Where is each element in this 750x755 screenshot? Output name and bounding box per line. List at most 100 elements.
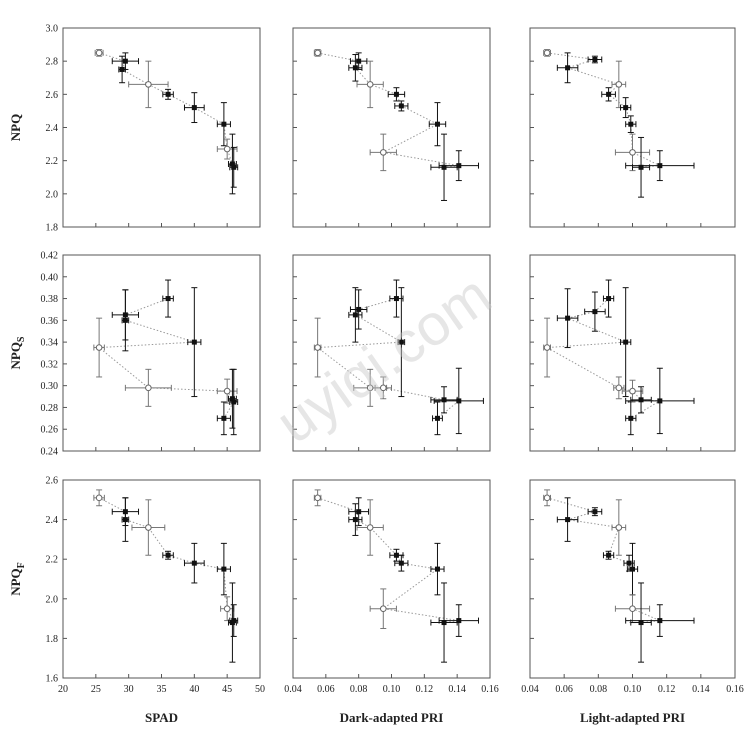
data-point (183, 542, 205, 584)
data-point (620, 287, 632, 398)
panel-r2-c0: 1.6 1.8 2.0 2.2 2.4 2.6 20 25 30 35 40 45 50 (46, 476, 266, 696)
data-point (430, 386, 458, 414)
marker-filled (434, 566, 440, 572)
data-point (229, 146, 239, 188)
marker-filled (352, 312, 358, 318)
data-point (93, 489, 105, 507)
marker-open (379, 149, 387, 156)
data-point (602, 279, 615, 318)
marker-filled (657, 618, 663, 624)
y-tick-label: 0.34 (41, 338, 59, 349)
y-axis-title-main: NPQ (8, 342, 23, 369)
y-tick-label: 2.0 (46, 594, 59, 605)
marker-open (95, 494, 103, 502)
data-point (620, 97, 632, 119)
panel-r1-c2 (529, 254, 736, 452)
x-tick-label: 0.10 (624, 684, 642, 695)
data-point (389, 279, 404, 318)
x-tick-label: 0.16 (726, 684, 744, 695)
trend-line (316, 298, 461, 419)
y-tick-label: 2.4 (46, 123, 59, 134)
marker-open (95, 49, 103, 57)
marker-filled (626, 560, 632, 566)
data-point (397, 287, 406, 398)
marker-filled (165, 552, 171, 558)
y-axis-title-subscript: F (16, 562, 27, 568)
marker-open (145, 81, 152, 88)
marker-open (366, 384, 374, 392)
y-tick-label: 2.0 (46, 189, 59, 200)
data-point (394, 554, 409, 572)
data-point (162, 88, 174, 100)
x-tick-label: 0.14 (692, 684, 710, 695)
marker-filled (623, 339, 629, 345)
marker-filled (434, 415, 440, 421)
data-point (613, 376, 625, 400)
marker-filled (606, 552, 612, 558)
y-tick-label: 1.8 (46, 634, 59, 645)
x-tick-label: 50 (255, 684, 265, 695)
data-point (625, 115, 637, 133)
data-point (556, 288, 579, 349)
panel-r2-c1: 0.04 0.06 0.08 0.10 0.12 0.14 0.16 (284, 479, 499, 695)
data-point (433, 367, 484, 435)
data-point (432, 401, 443, 436)
x-tick-label: 0.12 (416, 684, 434, 695)
marker-filled (229, 161, 235, 167)
x-tick-label: 0.04 (521, 684, 539, 695)
x-tick-label: 40 (189, 684, 199, 695)
marker-filled (657, 163, 663, 169)
marker-filled (638, 397, 644, 403)
marker-open (314, 494, 321, 502)
y-axis-title: NPQ (8, 114, 23, 141)
marker-filled (221, 566, 227, 572)
plot-frame (62, 479, 261, 679)
x-tick-label: 0.08 (590, 684, 608, 695)
marker-filled (434, 121, 440, 127)
x-tick-label: 25 (91, 684, 101, 695)
x-tick-label: 0.04 (284, 684, 302, 695)
marker-filled (606, 296, 612, 302)
data-point (430, 542, 445, 596)
marker-open (223, 145, 231, 153)
panel-r1-c0: 0.24 0.26 0.28 0.30 0.32 0.34 0.36 0.38 0.40 0.42 (41, 251, 261, 458)
panel-r0-c1 (292, 27, 491, 228)
marker-open (223, 387, 231, 395)
marker-filled (606, 91, 612, 97)
data-point (313, 489, 322, 507)
marker-filled (628, 121, 634, 127)
data-point (611, 60, 627, 109)
data-point (348, 54, 363, 82)
x-tick-label: 0.06 (555, 684, 573, 695)
data-point (543, 489, 551, 507)
plot-frame (292, 27, 491, 228)
marker-open (543, 494, 551, 502)
data-point (394, 100, 409, 112)
data-point (216, 401, 231, 436)
data-point (229, 604, 239, 637)
data-point (348, 497, 370, 527)
marker-filled (352, 517, 358, 523)
data-point (632, 136, 651, 198)
data-point (601, 87, 616, 102)
marker-filled (592, 509, 598, 515)
y-tick-label: 0.26 (41, 425, 59, 436)
marker-open (379, 605, 387, 613)
marker-filled (398, 339, 404, 345)
data-point (602, 550, 615, 560)
data-point (313, 317, 322, 378)
data-point (587, 507, 603, 517)
marker-filled (356, 509, 362, 515)
y-tick-label: 0.32 (41, 359, 59, 370)
data-point (348, 287, 363, 343)
x-axis-title: Light-adapted PRI (580, 710, 685, 725)
y-tick-label: 3.0 (46, 24, 59, 35)
x-tick-label: 0.10 (383, 684, 401, 695)
trend-line (317, 52, 459, 168)
data-point (369, 133, 397, 172)
x-tick-label: 0.12 (658, 684, 676, 695)
x-tick-label: 0.16 (481, 684, 499, 695)
data-point (625, 150, 695, 182)
data-point (121, 289, 130, 352)
data-point (556, 497, 579, 542)
